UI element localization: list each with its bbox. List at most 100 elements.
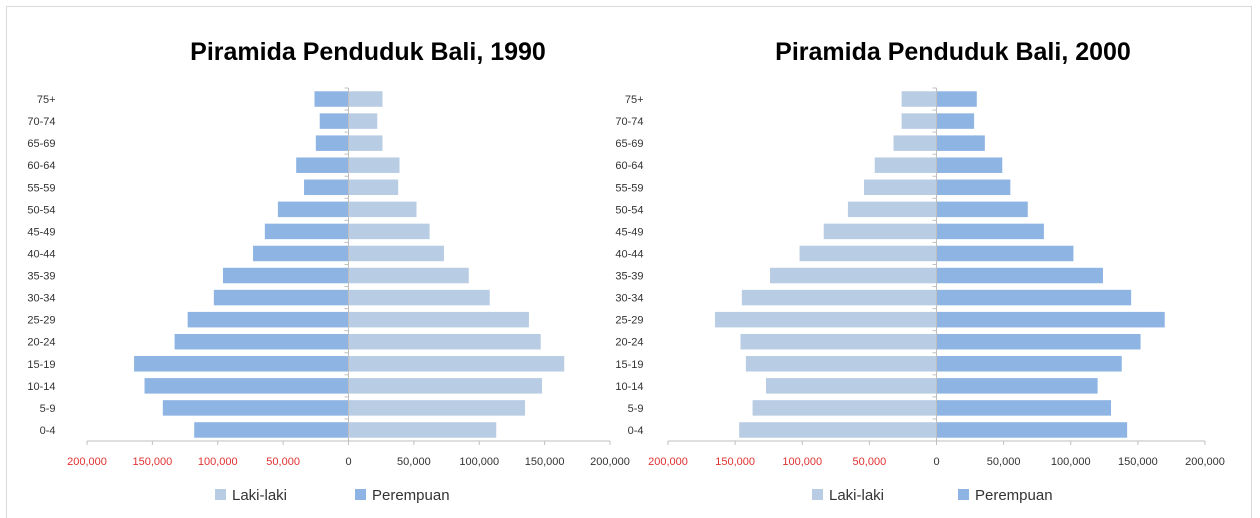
chart-1990-x-tick-label: 150,000 — [132, 456, 172, 468]
chart-2000-bar-perempuan-0-4 — [936, 422, 1128, 438]
chart-1990-bar-laki-laki-0-4 — [348, 422, 497, 438]
chart-2000-y-tick-label: 0-4 — [628, 425, 644, 437]
chart-1990-bar-perempuan-10-14 — [144, 378, 349, 394]
chart-2000-legend-label-perempuan: Perempuan — [975, 487, 1053, 504]
chart-2000-y-tick-label: 45-49 — [615, 226, 643, 238]
chart-1990-y-tick-label: 45-49 — [27, 226, 55, 238]
chart-1990-bar-laki-laki-40-44 — [348, 245, 444, 262]
chart-1990-bar-perempuan-15-19 — [134, 356, 349, 372]
chart-2000-bar-laki-laki-45-49 — [823, 223, 937, 240]
chart-1990-y-tick-label: 35-39 — [27, 271, 55, 283]
chart-1990-y-tick-label: 15-19 — [27, 359, 55, 371]
chart-2000-bar-laki-laki-20-24 — [740, 333, 937, 350]
chart-2000-bar-perempuan-60-64 — [936, 157, 1003, 173]
chart-1990-y-tick-label: 55-59 — [27, 182, 55, 194]
chart-1990-x-tick-label: 200,000 — [590, 456, 630, 468]
chart-1990-bar-laki-laki-55-59 — [348, 179, 399, 196]
chart-1990-bar-laki-laki-50-54 — [348, 201, 417, 218]
chart-1990-bar-laki-laki-45-49 — [348, 223, 430, 240]
chart-2000-bar-laki-laki-0-4 — [739, 422, 937, 438]
chart-1990-y-tick-label: 40-44 — [27, 248, 55, 260]
chart-1990-bar-laki-laki-75+ — [348, 91, 383, 107]
chart-2000-x-tick-label: 150,000 — [1118, 456, 1158, 468]
chart-1990-bar-perempuan-70-74 — [319, 113, 349, 129]
chart-frame — [6, 6, 1252, 518]
chart-2000-bar-perempuan-15-19 — [936, 356, 1122, 372]
chart-2000-bar-perempuan-55-59 — [936, 179, 1011, 196]
chart-1990-bar-laki-laki-65-69 — [348, 135, 383, 151]
chart-2000-x-tick-label: 150,000 — [715, 456, 755, 468]
chart-1990-y-tick-label: 70-74 — [27, 116, 55, 128]
chart-2000-y-tick-label: 40-44 — [615, 248, 643, 260]
chart-1990-x-tick-label: 100,000 — [459, 456, 499, 468]
chart-2000-legend-label-laki-laki: Laki-laki — [829, 487, 884, 504]
chart-1990-bar-perempuan-60-64 — [296, 157, 349, 173]
chart-2000-bar-perempuan-45-49 — [936, 223, 1044, 240]
chart-2000-bar-perempuan-70-74 — [936, 113, 975, 129]
chart-2000-x-tick-label: 50,000 — [987, 456, 1021, 468]
chart-2000-y-tick-label: 30-34 — [615, 293, 643, 305]
chart-2000-bar-perempuan-75+ — [936, 91, 977, 107]
chart-1990-legend-swatch-laki-laki — [215, 489, 226, 500]
chart-2000-x-tick-label: 50,000 — [853, 456, 887, 468]
chart-1990-y-tick-label: 0-4 — [40, 425, 56, 437]
chart-1990-y-tick-label: 50-54 — [27, 204, 55, 216]
chart-2000-bar-laki-laki-50-54 — [847, 201, 937, 218]
chart-2000-y-tick-label: 70-74 — [615, 116, 643, 128]
chart-2000-bar-laki-laki-10-14 — [766, 378, 937, 394]
chart-2000-bar-perempuan-30-34 — [936, 289, 1132, 306]
chart-1990-bar-perempuan-5-9 — [162, 400, 349, 416]
chart-2000-y-tick-label: 25-29 — [615, 315, 643, 327]
chart-1990-bar-perempuan-25-29 — [187, 311, 349, 328]
chart-2000-bar-perempuan-10-14 — [936, 378, 1098, 394]
chart-2000-x-tick-label: 200,000 — [1185, 456, 1225, 468]
chart-2000-bar-perempuan-25-29 — [936, 311, 1165, 328]
chart-1990-title: Piramida Penduduk Bali, 1990 — [190, 38, 546, 66]
chart-1990-bar-perempuan-30-34 — [213, 289, 349, 306]
chart-1990-bar-perempuan-0-4 — [194, 422, 349, 438]
chart-1990-y-tick-label: 60-64 — [27, 160, 55, 172]
chart-1990-y-tick-label: 20-24 — [27, 337, 55, 349]
chart-1990-y-tick-label: 5-9 — [40, 403, 56, 415]
chart-1990-bar-laki-laki-10-14 — [348, 378, 543, 394]
chart-2000-bar-laki-laki-55-59 — [864, 179, 937, 196]
chart-2000-bar-laki-laki-30-34 — [741, 289, 937, 306]
chart-1990-x-tick-label: 50,000 — [266, 456, 300, 468]
chart-1990-bar-laki-laki-35-39 — [348, 267, 469, 284]
chart-1990-bar-laki-laki-70-74 — [348, 113, 378, 129]
chart-1990-bar-perempuan-55-59 — [304, 179, 349, 196]
chart-2000-y-tick-label: 65-69 — [615, 138, 643, 150]
chart-2000-bar-perempuan-20-24 — [936, 333, 1141, 350]
chart-2000-bar-laki-laki-25-29 — [714, 311, 937, 328]
chart-2000-x-tick-label: 100,000 — [1051, 456, 1091, 468]
chart-2000-bar-laki-laki-75+ — [901, 91, 937, 107]
chart-1990-bar-laki-laki-25-29 — [348, 311, 529, 328]
chart-1990-legend-label-laki-laki: Laki-laki — [232, 487, 287, 504]
chart-2000-bar-laki-laki-5-9 — [752, 400, 937, 416]
chart-1990-y-tick-label: 30-34 — [27, 293, 55, 305]
chart-2000-y-tick-label: 50-54 — [615, 204, 643, 216]
chart-1990-x-tick-label: 100,000 — [198, 456, 238, 468]
chart-1990-bar-perempuan-40-44 — [253, 245, 349, 262]
chart-2000-y-tick-label: 60-64 — [615, 160, 643, 172]
chart-1990-bar-laki-laki-5-9 — [348, 400, 526, 416]
chart-1990-y-tick-label: 75+ — [37, 94, 56, 106]
chart-2000-bar-laki-laki-35-39 — [770, 267, 937, 284]
chart-1990-x-tick-label: 200,000 — [67, 456, 107, 468]
chart-1990-bar-perempuan-20-24 — [174, 333, 349, 350]
chart-1990-y-tick-label: 10-14 — [27, 381, 55, 393]
chart-2000-y-tick-label: 5-9 — [628, 403, 644, 415]
chart-2000-bar-laki-laki-60-64 — [874, 157, 937, 173]
chart-2000-x-tick-label: 100,000 — [782, 456, 822, 468]
chart-1990-bar-laki-laki-60-64 — [348, 157, 400, 173]
chart-1990-y-tick-label: 25-29 — [27, 315, 55, 327]
chart-2000-bar-perempuan-50-54 — [936, 201, 1028, 218]
chart-1990-x-tick-label: 50,000 — [397, 456, 431, 468]
chart-2000-y-tick-label: 55-59 — [615, 182, 643, 194]
chart-2000-legend-swatch-perempuan — [958, 489, 969, 500]
chart-2000-bar-perempuan-5-9 — [936, 400, 1112, 416]
chart-1990-bar-perempuan-50-54 — [277, 201, 349, 218]
chart-2000-bar-laki-laki-40-44 — [799, 245, 937, 262]
chart-1990-y-tick-label: 65-69 — [27, 138, 55, 150]
